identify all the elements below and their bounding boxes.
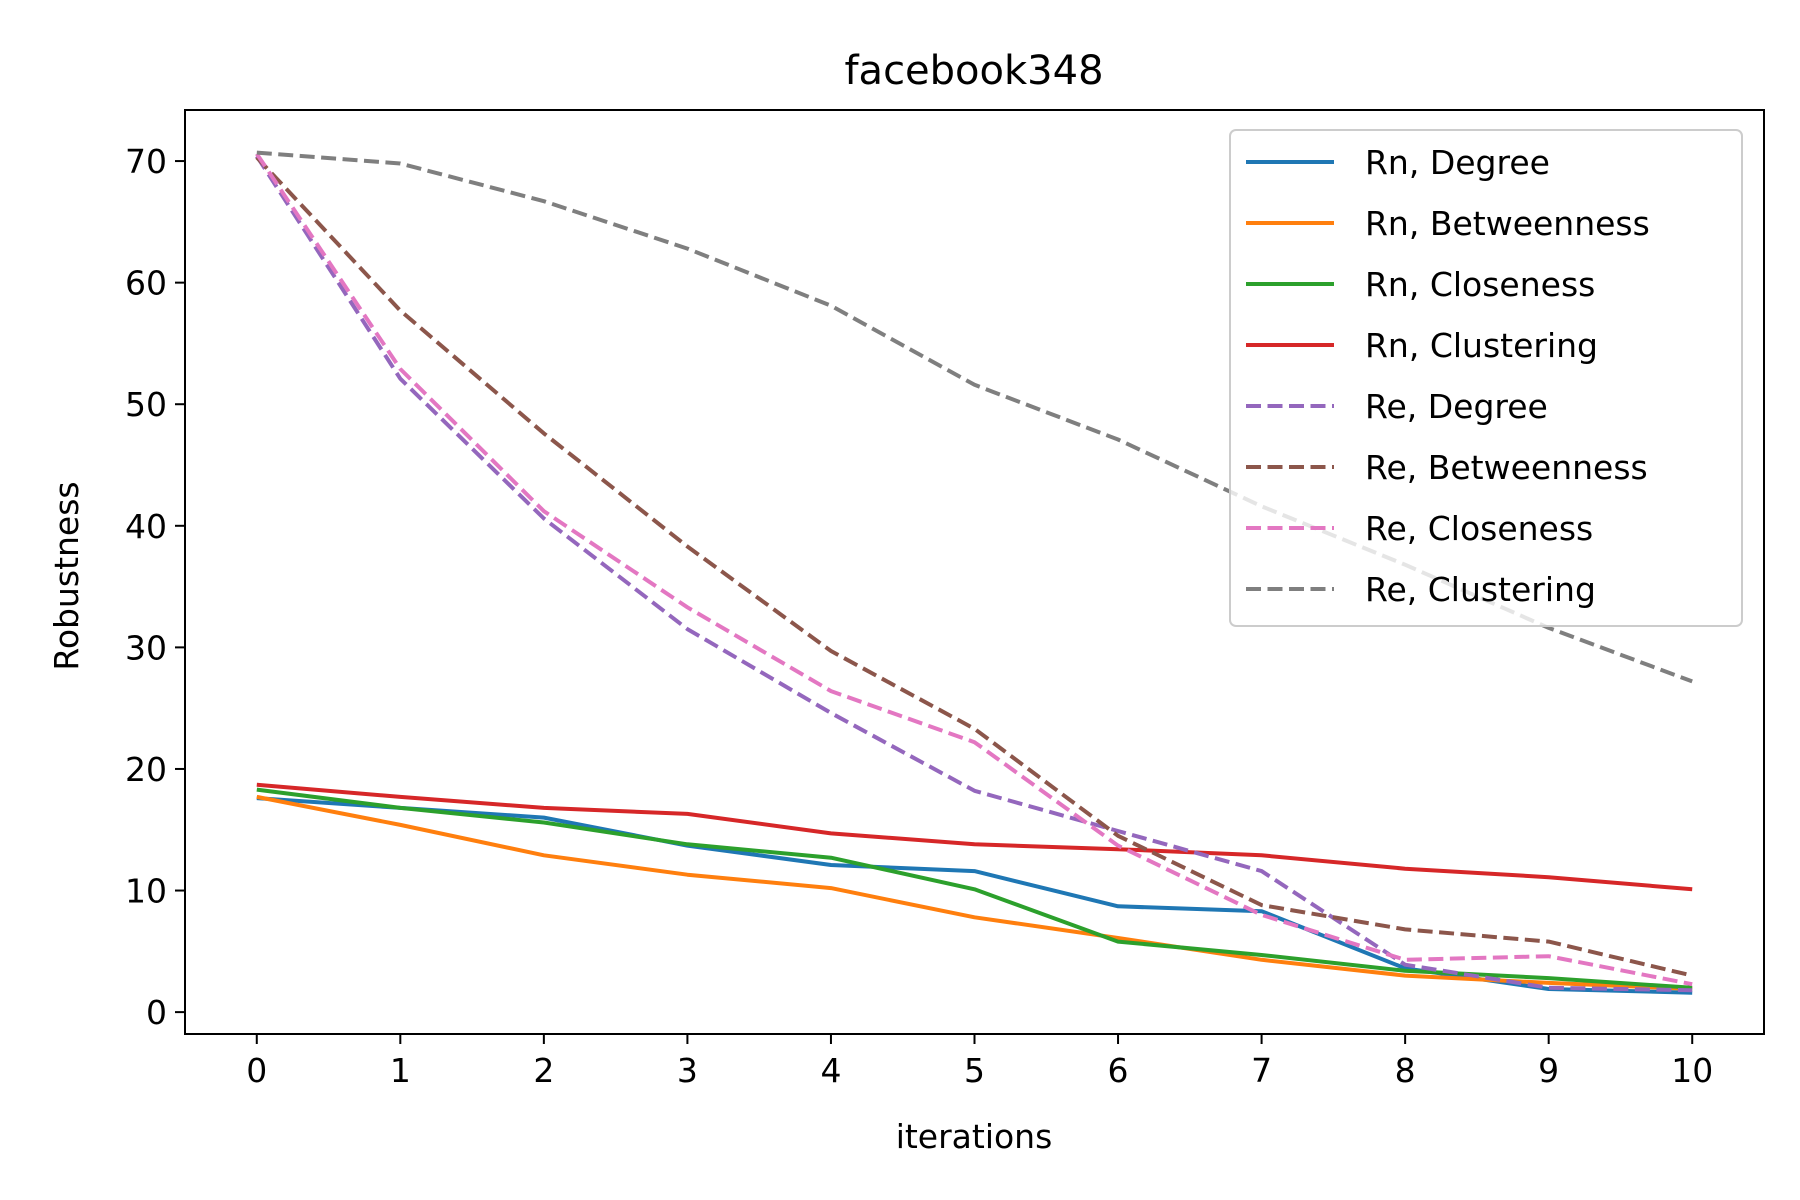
- legend-label-re-degree: Re, Degree: [1365, 387, 1548, 426]
- legend-label-re-closeness: Re, Closeness: [1365, 509, 1593, 548]
- legend-label-rn-closeness: Rn, Closeness: [1365, 265, 1595, 304]
- y-tick-label: 50: [125, 385, 167, 424]
- x-tick-label: 4: [820, 1051, 841, 1090]
- x-tick-label: 3: [677, 1051, 698, 1090]
- series-layer: [255, 150, 1693, 995]
- x-tick-label: 5: [964, 1051, 985, 1090]
- x-tick-label: 1: [390, 1051, 411, 1090]
- y-tick-label: 0: [146, 993, 167, 1032]
- y-tick-label: 40: [125, 507, 167, 546]
- x-tick-label: 0: [246, 1051, 267, 1090]
- series-line-rn-betweenness: [256, 794, 1693, 991]
- y-axis: 0 10 20 30 40 50 60 70: [125, 142, 185, 1032]
- y-tick-label: 10: [125, 872, 167, 911]
- series-line-re-degree: [255, 155, 1693, 993]
- legend-label-rn-degree: Rn, Degree: [1365, 143, 1550, 182]
- chart-title: facebook348: [844, 48, 1103, 94]
- x-tick-label: 7: [1251, 1051, 1272, 1090]
- legend-label-re-betweenness: Re, Betweenness: [1365, 448, 1648, 487]
- legend-label-rn-clustering: Rn, Clustering: [1365, 326, 1598, 365]
- legend: Rn, Degree Rn, Betweenness Rn, Closeness Rn…: [1229, 129, 1743, 627]
- y-tick-label: 30: [125, 628, 167, 667]
- series-line-re-betweenness: [255, 156, 1693, 978]
- legend-label-re-clustering: Re, Clustering: [1365, 570, 1596, 609]
- x-tick-label: 10: [1671, 1051, 1713, 1090]
- x-tick-label: 9: [1538, 1051, 1559, 1090]
- x-axis-label: iterations: [896, 1117, 1053, 1156]
- y-tick-label: 70: [125, 142, 167, 181]
- legend-label-rn-betweenness: Rn, Betweenness: [1365, 204, 1650, 243]
- y-tick-label: 60: [125, 264, 167, 303]
- series-line-rn-clustering: [256, 782, 1693, 892]
- x-tick-label: 6: [1108, 1051, 1129, 1090]
- y-tick-label: 20: [125, 750, 167, 789]
- series-line-re-closeness: [255, 152, 1693, 987]
- y-axis-label: Robustness: [47, 481, 86, 670]
- legend-box: [1229, 129, 1743, 627]
- x-tick-label: 8: [1395, 1051, 1416, 1090]
- x-axis: 0 1 2 3 4 5 6 7 8 9 10: [246, 1034, 1713, 1090]
- x-tick-label: 2: [533, 1051, 554, 1090]
